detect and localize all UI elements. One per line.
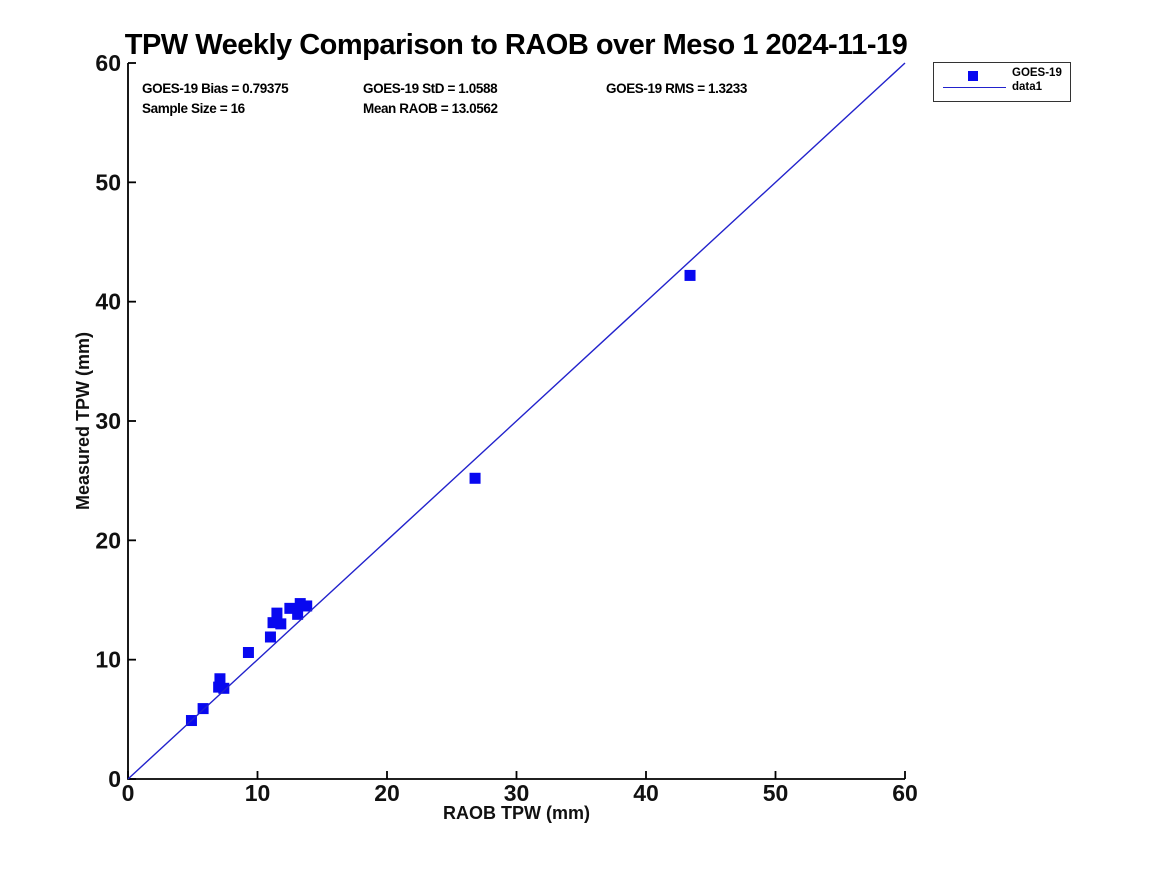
- x-tick-label: 0: [122, 780, 135, 806]
- data-point: [469, 472, 481, 484]
- legend-box: GOES-19 data1: [933, 62, 1071, 102]
- data-point: [275, 618, 287, 630]
- identity-line: [127, 62, 906, 780]
- y-tick-label: 40: [95, 289, 121, 315]
- data-point: [292, 608, 304, 620]
- y-tick-label: 20: [95, 527, 121, 553]
- x-tick-label: 20: [374, 780, 400, 806]
- data-point: [214, 673, 226, 685]
- y-tick-label: 0: [108, 766, 121, 792]
- y-tick-label: 30: [95, 408, 121, 434]
- legend-entry-data1: data1: [1012, 81, 1043, 93]
- stat-std: GOES-19 StD = 1.0588: [363, 81, 498, 96]
- stat-rms: GOES-19 RMS = 1.3233: [606, 81, 747, 96]
- legend-line-icon: [943, 87, 1006, 88]
- y-tick-label: 10: [95, 647, 121, 673]
- data-point: [197, 703, 209, 715]
- data-point: [264, 631, 276, 643]
- stat-bias: GOES-19 Bias = 0.79375: [142, 81, 289, 96]
- data-point: [218, 682, 230, 694]
- x-tick-label: 30: [504, 780, 530, 806]
- x-axis-label: RAOB TPW (mm): [443, 803, 590, 823]
- x-tick-label: 60: [892, 780, 918, 806]
- legend-square-marker-icon: [968, 71, 978, 81]
- data-point: [684, 269, 696, 281]
- y-axis-label: Measured TPW (mm): [73, 332, 93, 510]
- x-tick-label: 40: [633, 780, 659, 806]
- data-point: [267, 617, 279, 629]
- y-tick-label: 50: [95, 169, 121, 195]
- data-point: [242, 647, 254, 659]
- stat-sample-size: Sample Size = 16: [142, 101, 245, 116]
- data-point: [301, 600, 313, 612]
- y-tick-label: 60: [95, 50, 121, 76]
- data-point: [271, 607, 283, 619]
- data-point: [284, 602, 296, 614]
- chart-title: TPW Weekly Comparison to RAOB over Meso …: [124, 29, 908, 61]
- stat-mean-raob: Mean RAOB = 13.0562: [363, 101, 498, 116]
- legend-entry-goes19: GOES-19: [1012, 67, 1062, 79]
- x-tick-label: 10: [245, 780, 271, 806]
- x-tick-label: 50: [763, 780, 789, 806]
- data-point: [294, 598, 306, 610]
